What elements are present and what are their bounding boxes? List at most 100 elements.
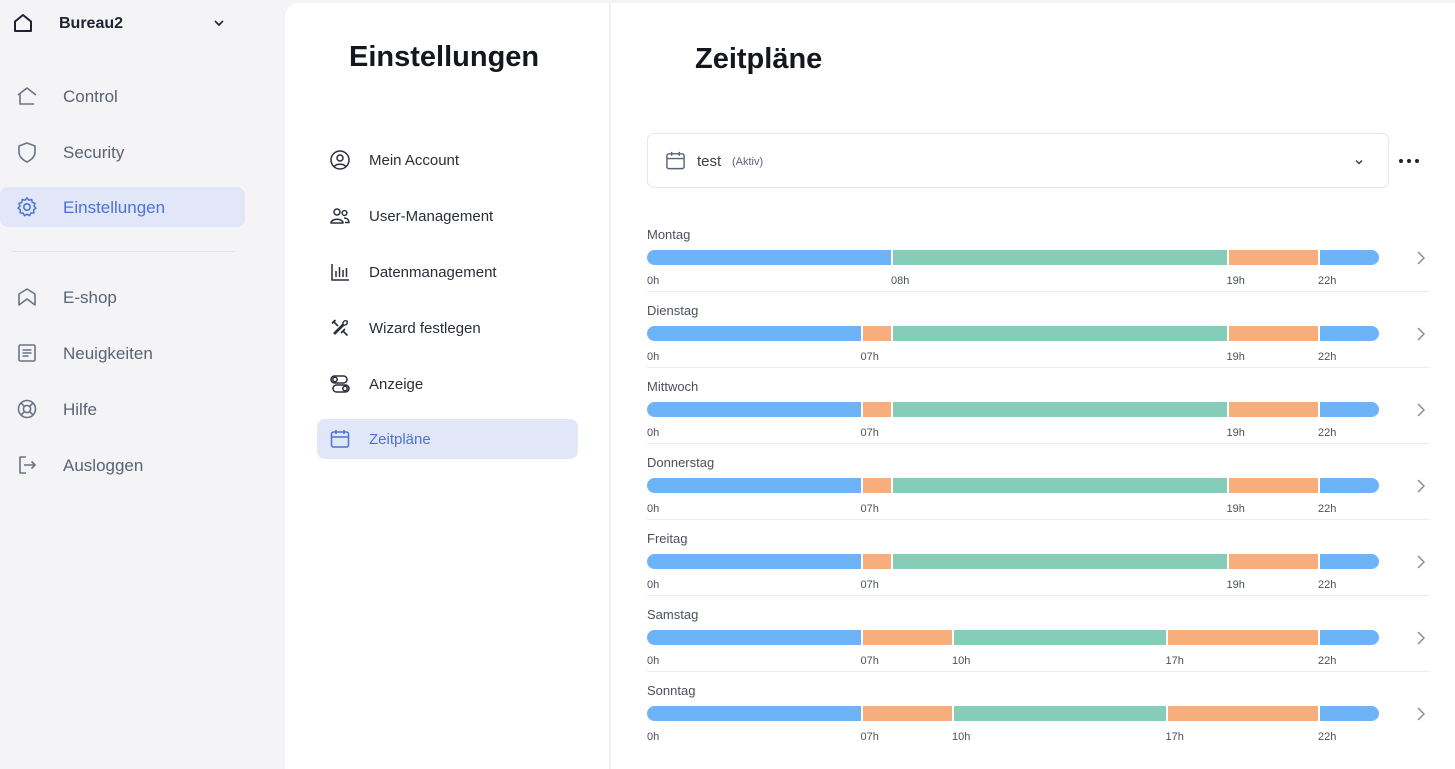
time-tick-label: 22h [1318, 731, 1337, 743]
timeline-segment-green [891, 402, 1227, 417]
chevron-right-icon[interactable] [1414, 706, 1428, 722]
day-row-dienstag[interactable]: Dienstag 0h 07h 19h 22h [647, 303, 1429, 379]
nav-item-ausloggen[interactable]: Ausloggen [0, 445, 245, 485]
settings-item-mein-account[interactable]: Mein Account [317, 140, 578, 180]
calendar-icon [330, 430, 350, 448]
gear-icon [17, 197, 37, 217]
day-name: Dienstag [647, 303, 699, 318]
timeline-ticks: 0h 08h 19h 22h [647, 275, 1379, 289]
timeline-bar [647, 478, 1379, 493]
time-tick-label: 19h [1226, 351, 1245, 363]
nav-item-hilfe[interactable]: Hilfe [0, 389, 245, 429]
chevron-right-icon[interactable] [1414, 250, 1428, 266]
lifebuoy-icon [17, 399, 37, 419]
timeline-bar [647, 706, 1379, 721]
timeline-segment-blue [1318, 706, 1379, 721]
settings-item-user-management[interactable]: User-Management [317, 196, 578, 236]
toggles-icon [330, 375, 350, 393]
time-tick-label: 10h [952, 731, 971, 743]
row-divider [647, 519, 1429, 520]
schedule-select[interactable]: test (Aktiv) [647, 133, 1389, 188]
timeline-segment-blue [1318, 250, 1379, 265]
timeline-segment-orange [1226, 250, 1318, 265]
chevron-right-icon[interactable] [1414, 554, 1428, 570]
day-row-sonntag[interactable]: Sonntag 0h 07h 10h 17h 22h [647, 683, 1429, 759]
nav-item-einstellungen[interactable]: Einstellungen [0, 187, 245, 227]
time-tick-label: 22h [1318, 351, 1337, 363]
time-tick-label: 0h [647, 351, 660, 363]
more-dot [1399, 159, 1403, 163]
time-tick-label: 0h [647, 275, 660, 287]
timeline-segment-orange [1226, 326, 1318, 341]
day-name: Samstag [647, 607, 699, 622]
timeline-segment-orange [860, 326, 891, 341]
timeline-segment-blue [1318, 554, 1379, 569]
timeline-segment-blue [1318, 630, 1379, 645]
users-icon [330, 208, 350, 224]
timeline-segment-blue [1318, 402, 1379, 417]
row-divider [647, 671, 1429, 672]
logout-icon [19, 456, 36, 474]
day-row-freitag[interactable]: Freitag 0h 07h 19h 22h [647, 531, 1429, 607]
day-row-donnerstag[interactable]: Donnerstag 0h 07h 19h 22h [647, 455, 1429, 531]
day-name: Montag [647, 227, 691, 242]
bar-chart-icon [331, 264, 349, 281]
schedules-title: Zeitpläne [695, 43, 823, 75]
day-row-mittwoch[interactable]: Mittwoch 0h 07h 19h 22h [647, 379, 1429, 455]
chevron-right-icon[interactable] [1414, 478, 1428, 494]
day-row-montag[interactable]: Montag 0h 08h 19h 22h [647, 227, 1429, 303]
timeline-segment-orange [860, 630, 952, 645]
more-options-button[interactable] [1397, 151, 1421, 171]
nav-label: Hilfe [63, 400, 98, 419]
time-tick-label: 0h [647, 655, 660, 667]
settings-item-wizard-festlegen[interactable]: Wizard festlegen [317, 308, 578, 348]
time-tick-label: 07h [860, 503, 879, 515]
time-tick-label: 17h [1165, 655, 1184, 667]
home-selector[interactable]: Bureau2 [0, 0, 250, 50]
time-tick-label: 22h [1318, 503, 1337, 515]
settings-item-zeitplaene[interactable]: Zeitpläne [317, 419, 578, 459]
chevron-right-icon[interactable] [1414, 402, 1428, 418]
time-tick-label: 0h [647, 731, 660, 743]
chevron-down-icon [214, 20, 224, 27]
schedules-panel: Zeitpläne test (Aktiv) Montag 0h 08h 19h 22h… [611, 3, 1455, 769]
time-tick-label: 07h [860, 427, 879, 439]
day-name: Freitag [647, 531, 688, 546]
schedule-status: (Aktiv) [732, 156, 764, 168]
row-divider [647, 291, 1429, 292]
timeline-segment-green [952, 706, 1166, 721]
day-row-samstag[interactable]: Samstag 0h 07h 10h 17h 22h [647, 607, 1429, 683]
nav-item-security[interactable]: Security [0, 132, 245, 172]
timeline-segment-orange [1226, 554, 1318, 569]
time-tick-label: 07h [860, 579, 879, 591]
shop-icon [18, 288, 36, 306]
timeline-segment-blue [1318, 478, 1379, 493]
time-tick-label: 07h [860, 351, 879, 363]
settings-item-anzeige[interactable]: Anzeige [317, 364, 578, 404]
timeline-segment-blue [647, 630, 861, 645]
settings-item-label: Anzeige [369, 376, 424, 393]
time-tick-label: 22h [1318, 579, 1337, 591]
news-icon [18, 344, 36, 362]
row-divider [647, 443, 1429, 444]
nav-item-control[interactable]: Control [0, 76, 245, 116]
time-tick-label: 19h [1226, 275, 1245, 287]
home-icon [17, 87, 37, 105]
timeline-segment-orange [1226, 402, 1318, 417]
nav-item-eshop[interactable]: E-shop [0, 277, 245, 317]
time-tick-label: 19h [1226, 579, 1245, 591]
more-dot [1407, 159, 1411, 163]
chevron-right-icon[interactable] [1414, 326, 1428, 342]
calendar-icon [666, 151, 685, 170]
settings-item-datenmanagement[interactable]: Datenmanagement [317, 252, 578, 292]
chevron-right-icon[interactable] [1414, 630, 1428, 646]
nav-label: Ausloggen [63, 456, 144, 475]
timeline-bar [647, 630, 1379, 645]
time-tick-label: 0h [647, 503, 660, 515]
nav-item-neuigkeiten[interactable]: Neuigkeiten [0, 333, 245, 373]
row-divider [647, 595, 1429, 596]
time-tick-label: 07h [860, 655, 879, 667]
time-tick-label: 19h [1226, 427, 1245, 439]
row-divider [647, 367, 1429, 368]
settings-panel: Einstellungen Mein Account User-Manageme… [285, 3, 610, 769]
